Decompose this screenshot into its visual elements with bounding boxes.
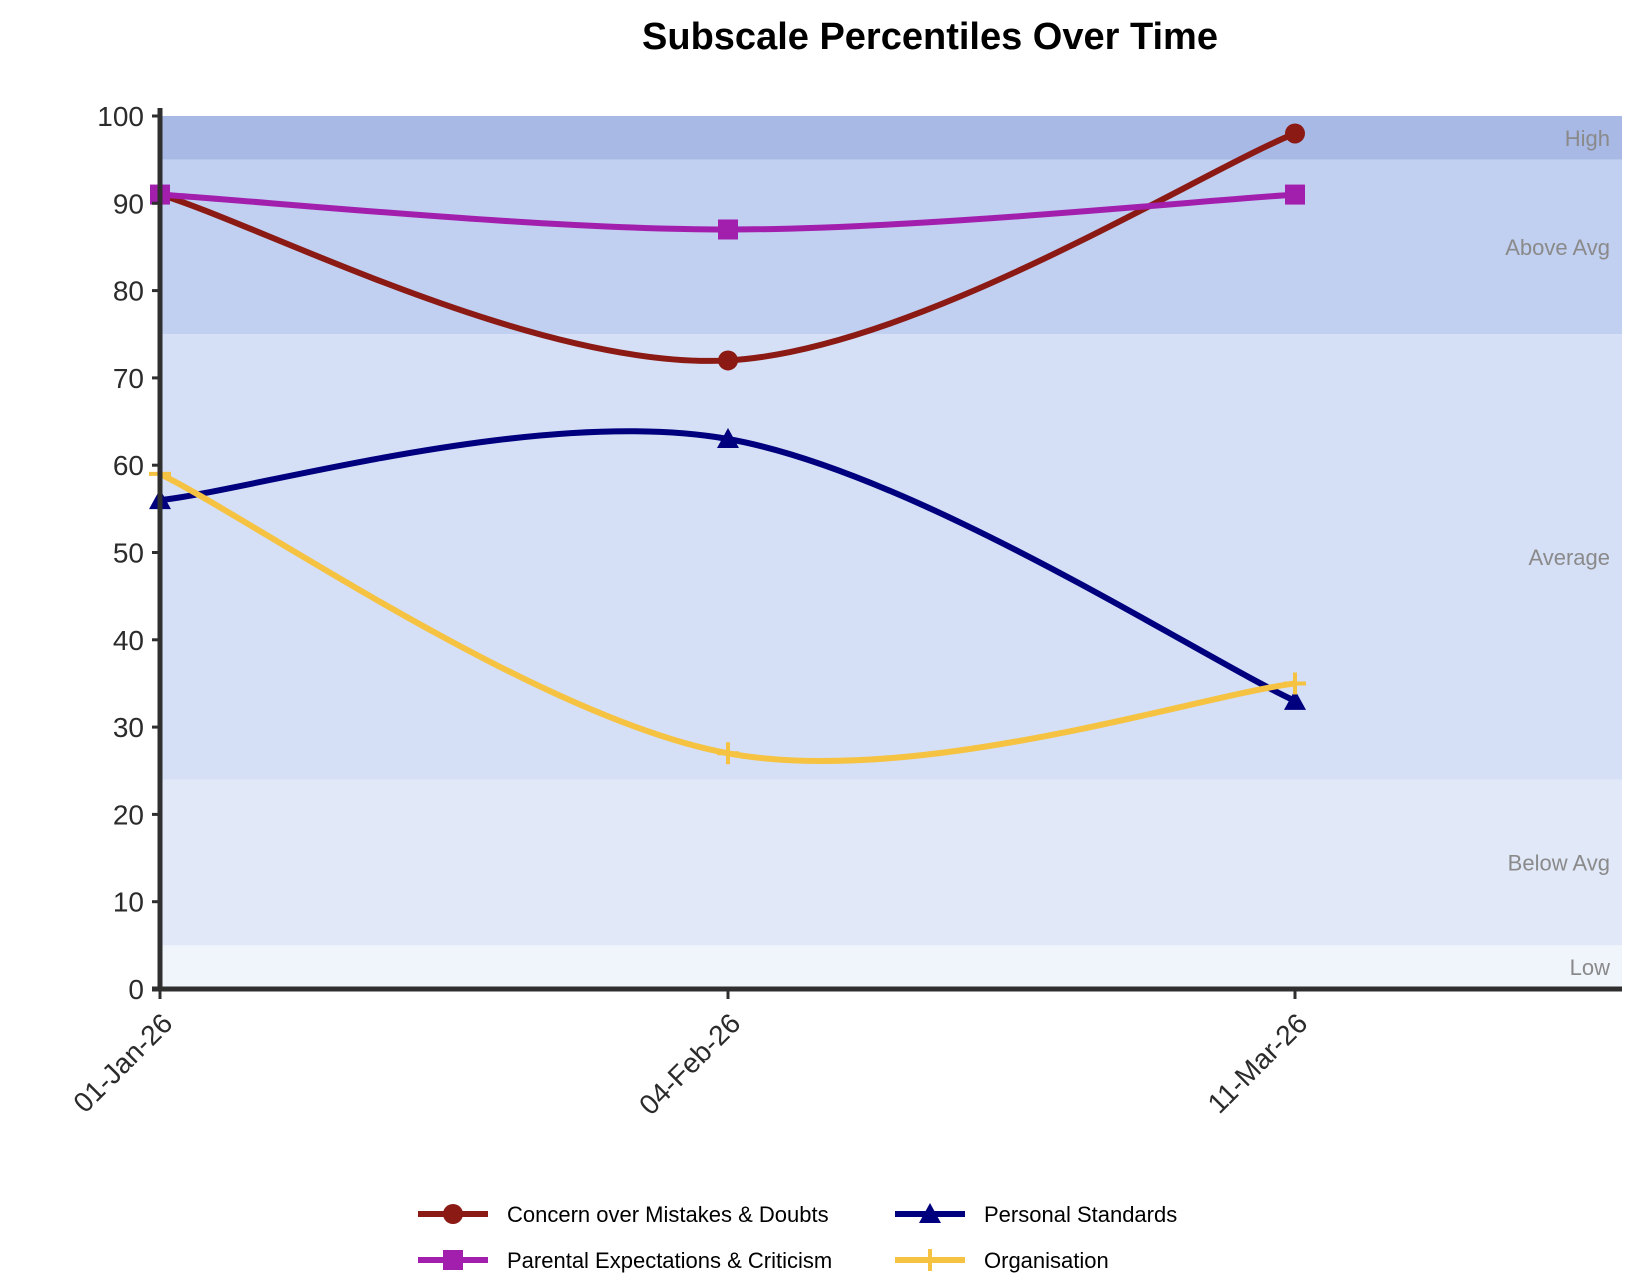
legend-marker-concern-over-mistakes-and-doubts — [443, 1204, 463, 1224]
band-above-avg — [160, 159, 1622, 335]
y-tick-label: 70 — [113, 363, 144, 394]
y-tick-label: 100 — [97, 101, 144, 132]
y-tick-label: 30 — [113, 712, 144, 743]
y-tick-label: 60 — [113, 450, 144, 481]
axes — [152, 108, 1622, 992]
y-tick-label: 90 — [113, 188, 144, 219]
legend-item-personal-standards: Personal Standards — [895, 1202, 1177, 1227]
legend-item-concern-over-mistakes-and-doubts: Concern over Mistakes & Doubts — [418, 1202, 829, 1227]
data-point-personal-standards-2 — [717, 428, 739, 449]
x-tick-label: 04-Feb-26 — [633, 1007, 746, 1120]
data-point-concern-over-mistakes-and-doubts-2 — [718, 350, 738, 371]
legend-label: Parental Expectations & Criticism — [507, 1248, 832, 1273]
x-tick-label: 01-Jan-26 — [67, 1007, 178, 1118]
legend-marker-personal-standards — [919, 1203, 941, 1223]
data-point-parental-expectations-and-criticism-3 — [1285, 184, 1305, 205]
band-labels: Low Below Avg Average Above Avg High — [1505, 126, 1610, 980]
y-tick-label: 20 — [113, 799, 144, 830]
percentile-bands — [160, 116, 1622, 989]
legend-label: Concern over Mistakes & Doubts — [507, 1202, 829, 1227]
legend-marker-parental-expectations-and-criticism — [443, 1250, 463, 1270]
band-label-above-avg: Above Avg — [1505, 235, 1610, 260]
band-low — [160, 945, 1622, 989]
y-tick-label: 80 — [113, 276, 144, 307]
legend-label: Personal Standards — [984, 1202, 1177, 1227]
y-tick-label: 40 — [113, 625, 144, 656]
data-point-organisation-2 — [717, 742, 739, 765]
y-tick-label: 50 — [113, 538, 144, 569]
band-label-high: High — [1565, 126, 1610, 151]
y-tick-label: 10 — [113, 887, 144, 918]
band-label-below-avg: Below Avg — [1508, 850, 1610, 875]
band-high — [160, 116, 1622, 160]
legend-item-organisation: Organisation — [895, 1248, 1109, 1273]
chart-title: Subscale Percentiles Over Time — [642, 16, 1218, 58]
band-label-average: Average — [1528, 545, 1610, 570]
legend-item-parental-expectations-and-criticism: Parental Expectations & Criticism — [418, 1248, 832, 1273]
data-point-organisation-3 — [1284, 672, 1306, 695]
y-tick-label: 0 — [128, 974, 144, 1005]
series-lines — [149, 123, 1306, 765]
band-below-avg — [160, 779, 1622, 946]
data-point-parental-expectations-and-criticism-2 — [718, 219, 738, 240]
band-average — [160, 334, 1622, 780]
band-label-low: Low — [1570, 955, 1610, 980]
legend: Concern over Mistakes & Doubts Personal S… — [418, 1202, 1177, 1273]
series-personal-standards — [149, 428, 1306, 710]
data-point-personal-standards-3 — [1284, 689, 1306, 710]
x-axis-ticks: 01-Jan-26 04-Feb-26 11-Mar-26 — [67, 989, 1313, 1121]
x-tick-label: 11-Mar-26 — [1202, 1007, 1314, 1119]
y-axis-ticks: 0 10 20 30 40 50 60 70 80 90 100 — [97, 101, 160, 1005]
legend-marker-organisation — [919, 1249, 941, 1271]
data-point-concern-over-mistakes-and-doubts-3 — [1285, 123, 1305, 144]
legend-label: Organisation — [984, 1248, 1109, 1273]
